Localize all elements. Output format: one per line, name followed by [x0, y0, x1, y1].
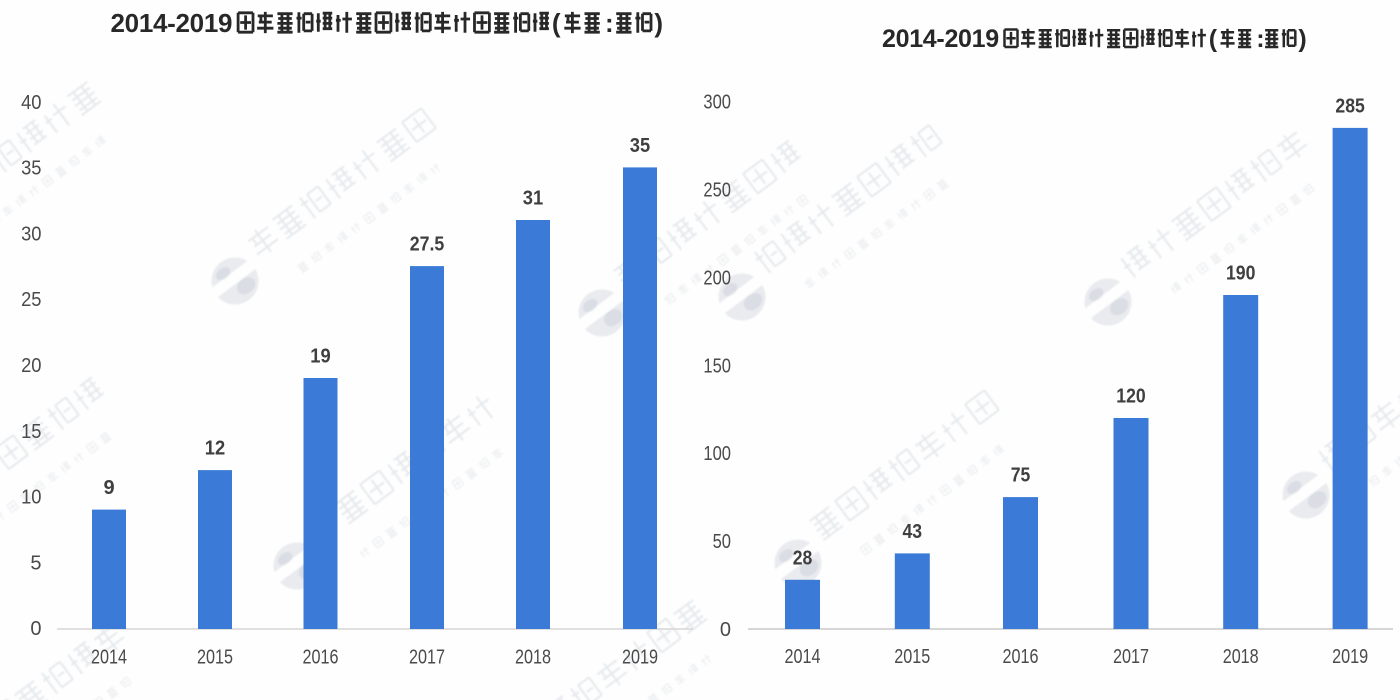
svg-text:20: 20	[21, 355, 41, 377]
svg-text:12: 12	[205, 438, 225, 460]
svg-text:2015: 2015	[894, 646, 930, 668]
svg-text:285: 285	[1335, 95, 1364, 117]
svg-text:28: 28	[793, 547, 813, 569]
svg-text:250: 250	[703, 179, 731, 201]
svg-text:100: 100	[703, 443, 731, 465]
svg-text:120: 120	[1116, 386, 1145, 408]
svg-text:(: (	[1209, 25, 1218, 53]
svg-text:2019: 2019	[622, 647, 658, 669]
svg-text:35: 35	[21, 158, 41, 180]
svg-text:50: 50	[713, 531, 731, 553]
svg-text:): )	[654, 8, 663, 38]
svg-text::: :	[605, 8, 614, 38]
svg-text:2014: 2014	[91, 647, 127, 669]
svg-text:15: 15	[21, 421, 41, 443]
svg-text:300: 300	[703, 92, 731, 114]
svg-text:19: 19	[310, 346, 330, 368]
svg-text:31: 31	[523, 188, 543, 210]
svg-text:10: 10	[21, 487, 41, 509]
svg-text:25: 25	[21, 289, 41, 311]
svg-text:2016: 2016	[1003, 646, 1039, 668]
svg-text:2019: 2019	[1332, 646, 1368, 668]
svg-text:30: 30	[21, 223, 41, 245]
svg-text:): )	[1298, 25, 1306, 53]
svg-text:0: 0	[30, 618, 41, 640]
svg-text:190: 190	[1226, 263, 1255, 285]
svg-text:75: 75	[1011, 465, 1031, 487]
svg-text:9: 9	[103, 477, 114, 499]
svg-text:27.5: 27.5	[410, 234, 445, 256]
svg-text:2014: 2014	[785, 646, 821, 668]
svg-text:35: 35	[630, 135, 650, 157]
svg-text:(: (	[552, 8, 561, 38]
svg-text:2018: 2018	[1223, 646, 1259, 668]
svg-text:2014-2019: 2014-2019	[882, 25, 999, 53]
svg-text:2017: 2017	[1113, 646, 1149, 668]
svg-text:2017: 2017	[409, 647, 445, 669]
svg-text:43: 43	[903, 521, 923, 543]
svg-text:2014-2019: 2014-2019	[111, 8, 233, 38]
svg-text:2015: 2015	[197, 647, 233, 669]
svg-text:40: 40	[21, 92, 41, 114]
svg-text:200: 200	[703, 267, 731, 289]
svg-text:0: 0	[720, 619, 731, 641]
svg-text::: :	[1256, 25, 1264, 53]
svg-text:5: 5	[30, 552, 41, 574]
svg-text:2016: 2016	[303, 647, 339, 669]
svg-text:150: 150	[703, 355, 731, 377]
svg-text:2018: 2018	[515, 647, 551, 669]
